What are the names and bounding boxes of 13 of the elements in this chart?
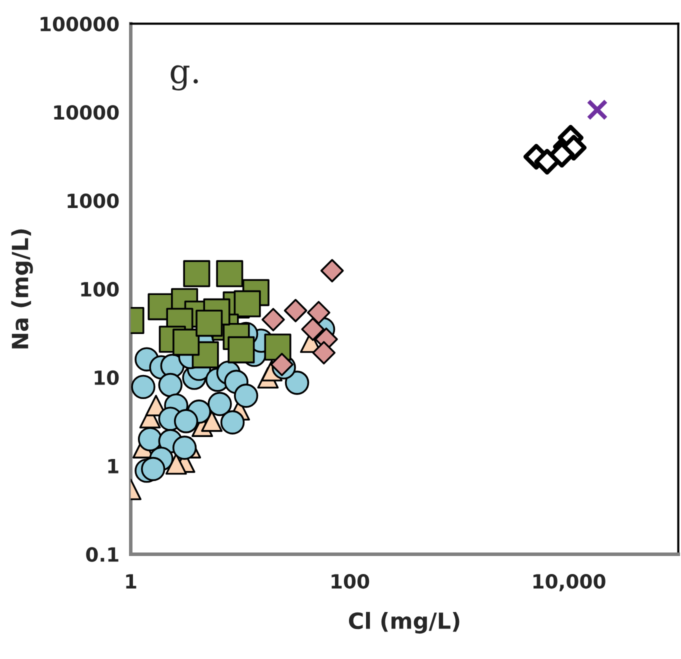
x-tick-label: 10,000 — [533, 574, 606, 592]
y-tick-label: 1000 — [68, 194, 119, 208]
x-axis-title: Cl (mg/L) — [348, 612, 460, 634]
annotation: g. — [170, 65, 198, 90]
y-tick-label: 1 — [108, 459, 118, 474]
y-tick-label: 10000 — [54, 105, 119, 120]
y-axis-title: Na (mg/L) — [11, 229, 33, 348]
y-tick-label: 0.1 — [86, 547, 118, 562]
x-tick-label: 100 — [332, 574, 370, 589]
y-tick-label: 100000 — [40, 16, 119, 32]
y-tick-label: 10 — [94, 370, 119, 386]
y-tick-label: 100 — [81, 282, 119, 297]
x-tick-label: 1 — [126, 574, 136, 588]
